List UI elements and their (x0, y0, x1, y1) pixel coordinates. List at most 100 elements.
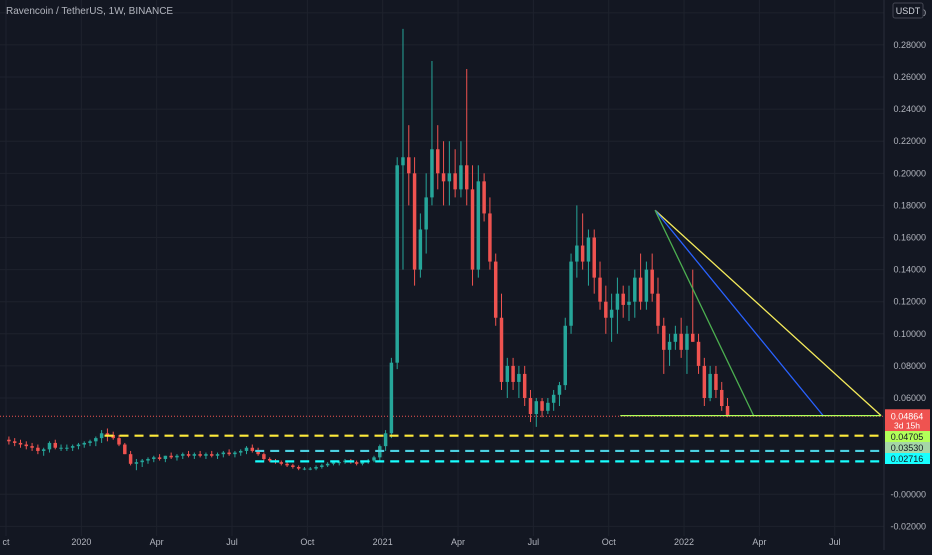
candle-body (436, 149, 440, 174)
trendline-blue[interactable] (654, 209, 824, 417)
candle-body (157, 457, 162, 459)
candle-body (499, 317, 504, 382)
candle-body (511, 365, 515, 382)
candle-body (41, 449, 46, 451)
candle-body (337, 462, 341, 464)
x-tick-label: Jul (829, 537, 841, 547)
candle-body (250, 447, 255, 451)
x-tick-label: 2021 (373, 537, 393, 547)
y-tick-label: 0.28000 (893, 40, 926, 50)
candle-body (575, 245, 579, 262)
x-tick-label: Apr (150, 537, 164, 547)
candle-body (140, 460, 144, 463)
y-tick-label: 0.22000 (893, 136, 926, 146)
candle-body (82, 442, 86, 445)
candle-body (53, 442, 57, 448)
candle-body (656, 293, 660, 326)
y-tick-label: 0.20000 (893, 168, 926, 178)
currency-label: USDT (896, 6, 921, 16)
candle-body (47, 442, 52, 450)
candle-body (638, 277, 643, 302)
candle-body (598, 277, 602, 302)
level-cyan2-label: 0.02716 (891, 454, 924, 464)
candle-body (714, 373, 718, 390)
candle-body (105, 433, 110, 435)
candle-body (528, 397, 533, 415)
candle-body (227, 452, 231, 455)
candle-body (650, 269, 654, 294)
currency-badge[interactable] (892, 2, 924, 19)
price-axis[interactable] (884, 0, 932, 550)
candle-body (667, 341, 672, 350)
level-yellow-badge (885, 431, 930, 442)
candle-body (470, 189, 475, 270)
candle-body (65, 447, 69, 449)
candle-body (557, 385, 562, 395)
candle-body (262, 454, 266, 459)
candle-body (407, 157, 411, 174)
candle-body (615, 293, 620, 310)
trendline-yellow[interactable] (654, 209, 882, 417)
candle-body (493, 261, 498, 318)
candle-body (546, 402, 550, 411)
candle-body (24, 444, 29, 447)
candle-body (418, 229, 423, 270)
candle-body (221, 452, 226, 455)
candle-body (354, 462, 359, 464)
candle-body (308, 468, 312, 470)
x-tick-label: Oct (602, 537, 617, 547)
candle-body (296, 466, 301, 469)
candle-body (488, 213, 492, 262)
y-tick-label: 0.26000 (893, 72, 926, 82)
candle-body (175, 455, 179, 458)
candle-body (708, 373, 712, 398)
candle-body (430, 149, 434, 198)
candle-body (522, 373, 527, 398)
candle-body (146, 458, 150, 461)
candle-body (592, 237, 596, 278)
candle-body (88, 441, 92, 443)
level-cyan2-badge (885, 453, 930, 464)
x-axis: ct 2020 Apr Jul Oct 2021 Apr Jul Oct 2022 Apr Jul (2, 537, 840, 547)
trendline-green[interactable] (654, 209, 755, 416)
x-tick-label: 2020 (71, 537, 91, 547)
grid (0, 0, 884, 536)
x-tick-label: 2022 (674, 537, 694, 547)
candle-body (453, 173, 457, 190)
candle-body (325, 463, 330, 466)
candle-body (302, 468, 307, 470)
candle-body (314, 466, 318, 469)
y-tick-label: 0.06000 (893, 393, 926, 403)
candle-body (586, 237, 591, 262)
candle-body (343, 460, 347, 463)
candle-body (117, 438, 121, 445)
candle-body (580, 245, 585, 262)
candle-body (128, 454, 133, 464)
candle-body (464, 165, 469, 190)
candle-body (285, 463, 289, 466)
candle-body (331, 462, 336, 464)
candle-body (702, 365, 707, 398)
candle-body (633, 277, 637, 302)
candle-body (679, 333, 683, 350)
current-price-label: 0.04864 (891, 411, 924, 421)
candle-body (563, 325, 567, 386)
candle-body (291, 465, 295, 467)
x-tick-label: Apr (752, 537, 766, 547)
candle-body (459, 165, 463, 190)
countdown-label: 3d 15h (894, 420, 920, 430)
candle-body (36, 447, 40, 451)
candle-body (476, 181, 481, 270)
candle-body (238, 450, 243, 453)
candle-body (18, 442, 23, 445)
candle-body (609, 309, 614, 318)
candle-body (267, 458, 272, 461)
candle-body (517, 373, 521, 382)
candle-body (395, 165, 399, 363)
level-cyan-label: 0.03530 (891, 443, 924, 453)
x-tick-label: Oct (300, 537, 315, 547)
